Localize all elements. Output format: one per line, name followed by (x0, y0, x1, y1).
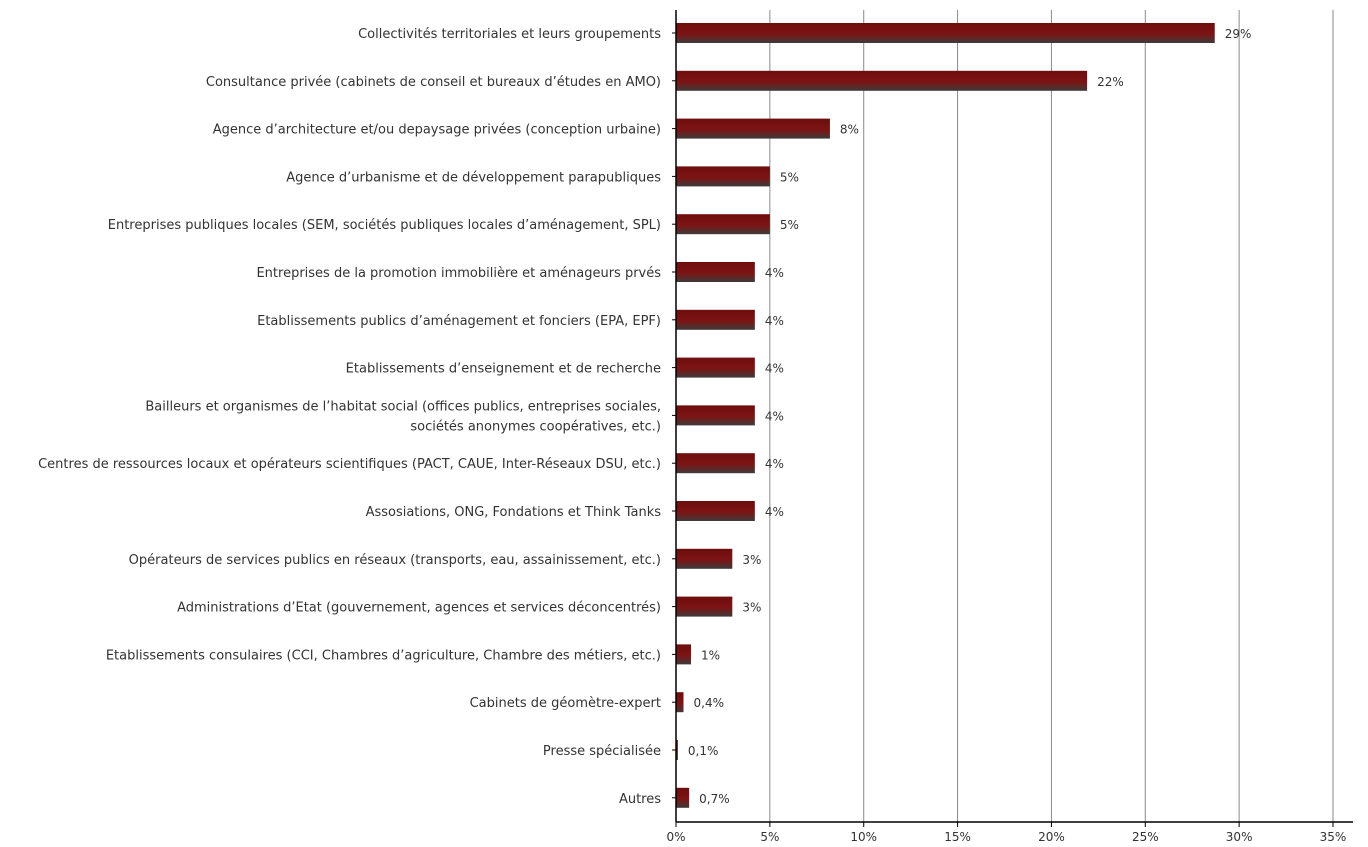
x-tick-label: 20% (1038, 830, 1065, 844)
bar (676, 70, 1088, 91)
bar (676, 501, 755, 521)
bar (676, 118, 830, 139)
category-label: Centres de ressources locaux et opérateu… (38, 457, 661, 472)
data-label: 4% (765, 314, 784, 328)
category-label: Agence d’architecture et/ou depaysage pr… (213, 123, 661, 138)
data-label: 1% (701, 648, 720, 662)
data-label: 4% (765, 505, 784, 519)
data-label: 3% (742, 601, 761, 615)
bars (676, 23, 1215, 808)
bar (676, 23, 1215, 43)
data-label: 3% (742, 553, 761, 567)
category-label: Etablissements publics d’aménagement et … (257, 314, 661, 329)
category-label: Entreprises de la promotion immobilière … (256, 266, 661, 281)
data-label: 29% (1225, 27, 1252, 41)
category-label: Administrations d’Etat (gouvernement, ag… (177, 601, 661, 616)
data-label: 5% (780, 218, 799, 232)
bar (676, 740, 678, 760)
x-tick-label: 15% (944, 830, 971, 844)
category-label: Etablissements d’enseignement et de rech… (346, 362, 661, 377)
bar (676, 262, 755, 282)
data-label: 0,7% (699, 792, 730, 806)
x-tick-label: 30% (1226, 830, 1253, 844)
data-label: 8% (840, 123, 859, 137)
gridlines (769, 10, 1334, 822)
bar (676, 166, 770, 187)
x-tick-label: 5% (760, 830, 779, 844)
category-label: Agence d’urbanisme et de développement p… (286, 170, 661, 185)
category-label: Consultance privée (cabinets de conseil … (206, 75, 661, 90)
bar (676, 596, 733, 617)
data-label: 5% (780, 170, 799, 184)
data-label: 22% (1097, 75, 1124, 89)
data-label: 0,1% (688, 744, 719, 758)
category-label: Autres (619, 792, 661, 807)
bar (676, 405, 755, 426)
bar (676, 357, 755, 378)
data-label: 0,4% (694, 696, 725, 710)
category-label: Opérateurs de services publics en réseau… (129, 553, 661, 568)
bar (676, 644, 692, 665)
bar (676, 309, 755, 330)
category-label: Cabinets de géomètre-expert (470, 696, 661, 711)
category-label: Entreprises publiques locales (SEM, soci… (108, 218, 661, 233)
value-labels: 29% 22% 8% 5% 5% 4% 4% 4% 4% 4% 4% 3% 3% 1% 0,4% 0,1% 0,… (688, 27, 1252, 806)
data-label: 4% (765, 362, 784, 376)
category-label: Assosiations, ONG, Fondations et Think T… (366, 505, 662, 520)
axes (672, 10, 1353, 827)
category-label: Collectivités territoriales et leurs gro… (358, 27, 661, 42)
bar (676, 787, 690, 808)
bar (676, 453, 755, 474)
x-tick-label: 35% (1320, 830, 1347, 844)
data-label: 4% (765, 457, 784, 471)
category-label: Bailleurs et organismes de l’habitat soc… (145, 399, 661, 434)
category-label: Presse spécialisée (543, 744, 661, 759)
data-label: 4% (765, 266, 784, 280)
x-tick-label: 0% (666, 830, 685, 844)
x-tick-label: 10% (850, 830, 877, 844)
x-tick-labels: 0% 5% 10% 15% 20% 25% 30% 35% (666, 830, 1346, 844)
category-labels: Collectivités territoriales et leurs gro… (38, 27, 661, 807)
bar (676, 692, 684, 713)
bar (676, 548, 733, 569)
category-label: Etablissements consulaires (CCI, Chambre… (106, 648, 661, 663)
bar (676, 214, 770, 235)
x-tick-label: 25% (1132, 830, 1159, 844)
data-label: 4% (765, 409, 784, 423)
